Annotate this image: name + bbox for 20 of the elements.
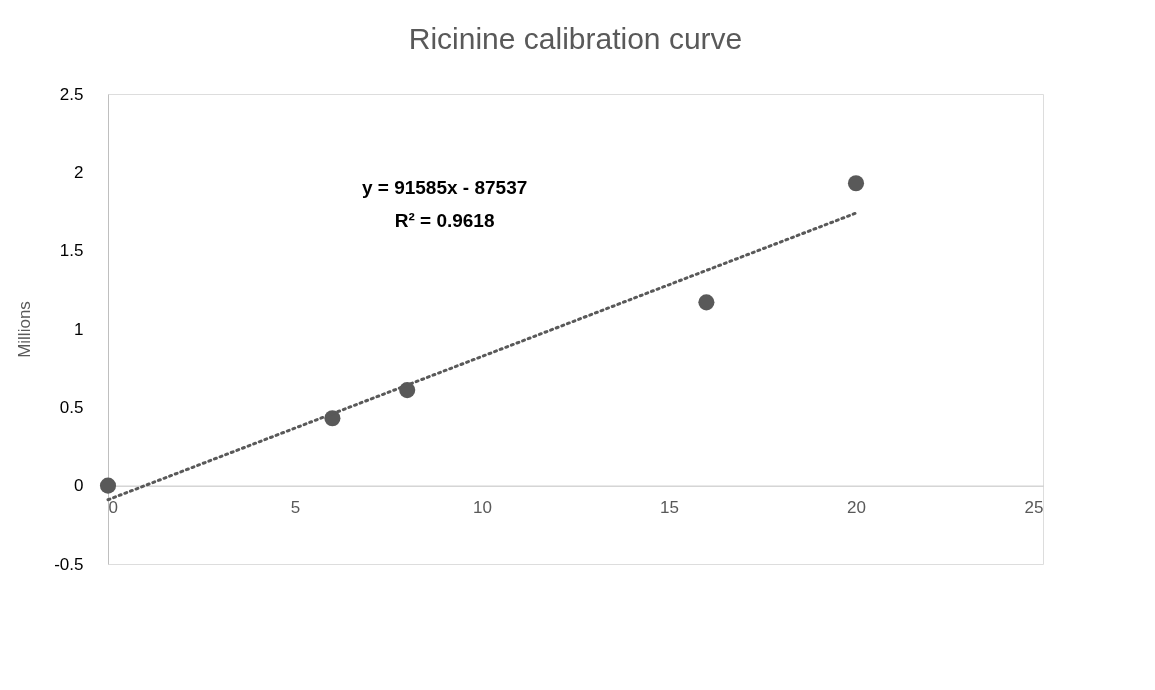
x-tick-label: 0 xyxy=(108,498,118,518)
x-tick-label: 20 xyxy=(847,498,866,518)
point xyxy=(847,175,865,192)
y-axis-title: Millions xyxy=(15,301,35,358)
y-tick-label: 0.5 xyxy=(59,397,84,417)
annotation: y = 91585x - 87537 xyxy=(361,177,528,198)
x-tick-label: 10 xyxy=(473,498,492,518)
point xyxy=(99,477,117,494)
y-tick-label: -0.5 xyxy=(54,554,84,574)
annotation: R² = 0.9618 xyxy=(394,210,495,231)
y-tick-label: 2.5 xyxy=(59,84,84,104)
y-tick-label: 2 xyxy=(74,162,84,182)
chart-title: Ricinine calibration curve xyxy=(408,22,743,55)
x-tick-label: 15 xyxy=(660,498,679,518)
x-tick-label: 25 xyxy=(1024,498,1044,518)
y-tick-label: 0 xyxy=(74,476,84,496)
point xyxy=(698,294,715,311)
x-tick-label: 5 xyxy=(290,498,301,518)
y-tick-label: 1.5 xyxy=(59,241,84,261)
y-tick-label: 1 xyxy=(74,319,84,339)
